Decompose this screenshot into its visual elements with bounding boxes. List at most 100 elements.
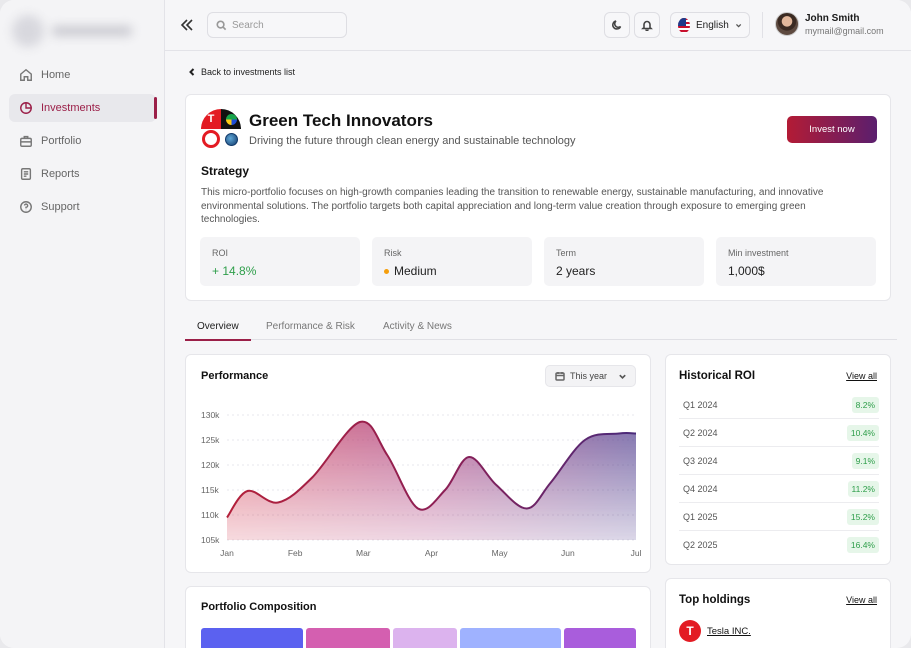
historical-roi-title: Historical ROI <box>679 370 756 382</box>
stat-roi: ROI + 14.8% <box>200 237 360 286</box>
language-label: English <box>695 19 729 31</box>
search-input[interactable] <box>232 19 332 31</box>
chart-y-tick-label: 110k <box>201 510 220 520</box>
top-holdings-view-all-link[interactable]: View all <box>846 595 877 605</box>
period-selector[interactable]: This year <box>545 365 636 387</box>
holding-item[interactable]: T Tesla INC. <box>679 620 751 642</box>
roi-value-badge: 8.2% <box>851 396 879 413</box>
stat-risk: Risk Medium <box>372 237 532 286</box>
home-icon <box>20 68 32 81</box>
user-menu[interactable]: John Smith mymail@gmail.com <box>775 12 884 36</box>
tab-overview[interactable]: Overview <box>185 321 251 341</box>
globe-logo-icon <box>221 129 241 149</box>
performance-card: Performance This year <box>185 354 651 573</box>
chart-series-line <box>226 420 637 519</box>
historical-roi-list: Q1 2024 8.2% Q2 2024 10.4% Q3 2024 9.1% … <box>679 391 879 559</box>
help-icon <box>20 201 32 213</box>
roi-row: Q1 2024 8.2% <box>679 391 879 419</box>
historical-roi-view-all-link[interactable]: View all <box>846 371 877 381</box>
chevron-down-icon <box>619 374 626 379</box>
stat-label: Term <box>556 248 576 258</box>
roi-row: Q4 2024 11.2% <box>679 475 879 503</box>
sidebar-item-label: Investments <box>41 102 101 114</box>
theme-toggle-button[interactable] <box>604 12 630 38</box>
chart-y-tick-label: 130k <box>201 410 220 420</box>
composition-segment[interactable] <box>201 628 303 648</box>
historical-roi-card: Historical ROI View all Q1 2024 8.2% Q2 … <box>665 354 891 565</box>
tab-activity-news[interactable]: Activity & News <box>383 321 452 332</box>
pie-chart-icon <box>20 102 32 114</box>
invest-now-button[interactable]: Invest now <box>787 116 877 143</box>
roi-value-badge: 10.4% <box>846 424 879 441</box>
stat-label: Risk <box>384 248 402 258</box>
sidebar-nav: Home Investments Portfolio Reports Suppo… <box>9 61 157 226</box>
chart-y-tick-label: 115k <box>201 485 220 495</box>
language-selector[interactable]: English <box>670 12 750 38</box>
portfolio-overview-card: T Green Tech Innovators Driving the futu… <box>185 94 891 301</box>
stat-value: 1,000$ <box>728 264 765 278</box>
sidebar-item-label: Home <box>41 69 71 81</box>
stat-value: + 14.8% <box>212 264 257 278</box>
roi-period: Q4 2024 <box>683 483 718 494</box>
sidebar-item-label: Support <box>41 201 80 213</box>
green-company-logo-icon <box>221 109 241 129</box>
avatar <box>775 12 799 36</box>
composition-segment[interactable] <box>564 628 636 648</box>
chart-y-tick-label: 120k <box>201 460 220 470</box>
composition-title: Portfolio Composition <box>201 601 317 613</box>
brand-logo-icon <box>12 15 44 47</box>
roi-period: Q1 2024 <box>683 399 718 410</box>
user-email: mymail@gmail.com <box>805 25 884 36</box>
chart-x-tick-label: Feb <box>288 548 303 558</box>
sidebar-item-portfolio[interactable]: Portfolio <box>9 127 156 155</box>
chevron-down-icon <box>735 23 742 27</box>
chart-x-axis: Jan Feb Mar Apr May Jun Jul <box>220 548 641 558</box>
period-label: This year <box>570 371 608 381</box>
portfolio-logo-grid: T <box>201 109 241 149</box>
performance-title: Performance <box>201 370 269 382</box>
holding-name: Tesla INC. <box>707 625 751 637</box>
stat-term: Term 2 years <box>544 237 704 286</box>
portfolio-title: Green Tech Innovators <box>249 111 433 130</box>
collapse-sidebar-button[interactable] <box>179 17 195 33</box>
header-divider <box>762 12 763 38</box>
portfolio-subtitle: Driving the future through clean energy … <box>249 135 576 147</box>
chevron-left-icon <box>189 68 195 76</box>
back-to-investments-link[interactable]: Back to investments list <box>188 67 295 77</box>
composition-segment[interactable] <box>305 628 391 648</box>
chart-x-tick-label: Mar <box>356 548 371 558</box>
sidebar-item-support[interactable]: Support <box>9 193 156 221</box>
report-icon <box>20 168 32 180</box>
stat-label: ROI <box>212 248 229 258</box>
tab-performance-risk[interactable]: Performance & Risk <box>266 321 355 332</box>
composition-segment[interactable] <box>459 628 562 648</box>
chart-x-tick-label: Apr <box>425 548 438 558</box>
chart-area-fill <box>227 421 636 540</box>
roi-row: Q2 2025 16.4% <box>679 531 879 559</box>
search-box <box>207 12 347 38</box>
roi-value-badge: 15.2% <box>846 508 879 525</box>
sidebar-item-investments[interactable]: Investments <box>9 94 157 122</box>
chart-y-axis: 130k 125k 120k 115k 110k 105k <box>201 410 220 545</box>
sidebar-item-home[interactable]: Home <box>9 61 156 89</box>
strategy-description: This micro-portfolio focuses on high-gro… <box>201 187 824 225</box>
top-header: English John Smith mymail@gmail.com <box>165 0 911 51</box>
chart-x-tick-label: Jan <box>220 548 234 558</box>
notifications-button[interactable] <box>634 12 660 38</box>
risk-indicator-dot <box>384 268 389 274</box>
sidebar: Home Investments Portfolio Reports Suppo… <box>0 0 165 648</box>
top-holdings-card: Top holdings View all T Tesla INC. <box>665 578 891 648</box>
sidebar-item-reports[interactable]: Reports <box>9 160 156 188</box>
composition-segment[interactable] <box>393 628 457 648</box>
chart-y-tick-label: 105k <box>201 535 220 545</box>
stat-value-row: Medium <box>384 264 520 278</box>
roi-value-badge: 11.2% <box>847 480 879 497</box>
roi-row: Q3 2024 9.1% <box>679 447 879 475</box>
sidebar-item-label: Reports <box>41 168 80 180</box>
user-name: John Smith <box>805 12 860 24</box>
tesla-logo-icon: T <box>679 620 701 642</box>
tesla-logo-icon: T <box>201 109 221 129</box>
calendar-icon <box>555 372 565 381</box>
chart-x-tick-label: Jul <box>631 548 642 558</box>
